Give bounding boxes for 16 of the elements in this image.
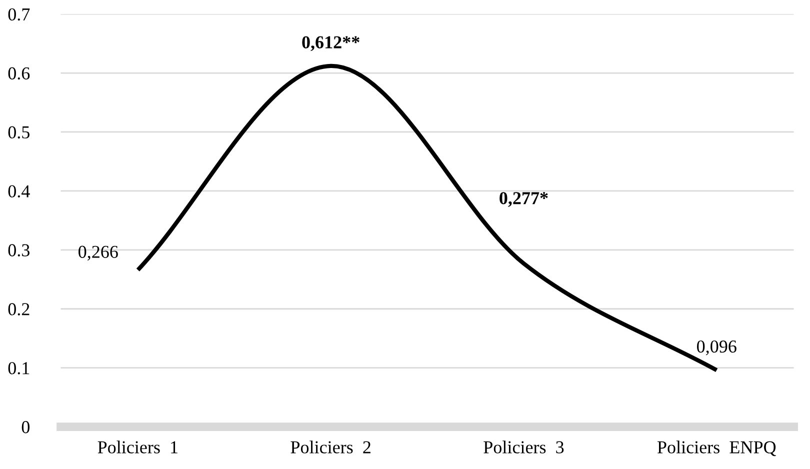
y-tick-label: 0.2 (8, 303, 30, 316)
x-tick-label: Policiers ENPQ (657, 440, 776, 456)
x-tick-label: Policiers 3 (484, 440, 564, 454)
y-tick-label: 0.7 (8, 8, 30, 21)
data-label: 0,277* (500, 192, 548, 207)
y-tick-label: 0.4 (8, 185, 30, 198)
y-tick-label: 0 (22, 421, 30, 434)
x-tick-label: Policiers 2 (290, 440, 370, 454)
data-label: 0,096 (697, 340, 736, 356)
x-tick-label: Policiers 1 (98, 440, 178, 454)
data-label: 0,612** (302, 36, 360, 52)
y-tick-label: 0.1 (8, 362, 30, 374)
y-tick-label: 0.3 (8, 244, 30, 256)
data-label: 0,266 (78, 246, 118, 261)
y-tick-label: 0.6 (8, 67, 30, 80)
y-tick-label: 0.5 (8, 126, 30, 139)
